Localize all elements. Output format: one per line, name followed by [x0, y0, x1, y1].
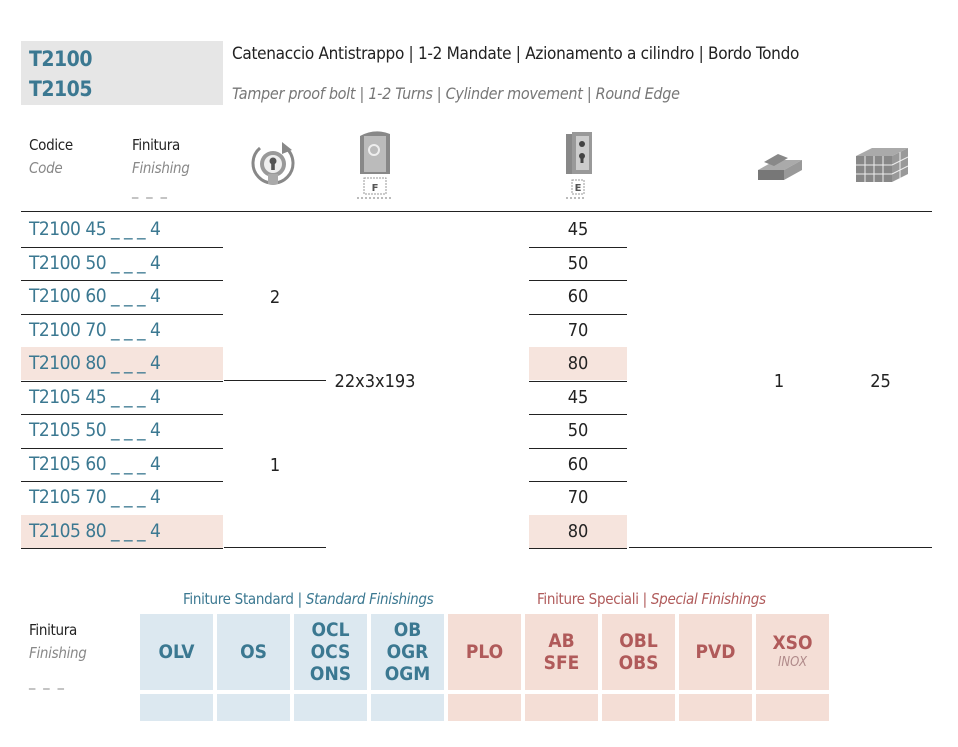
finishing-swatch-sample [756, 694, 829, 721]
e-label: E [575, 183, 582, 194]
table-row-code: T2105 60 _ _ _ 4 [29, 453, 161, 475]
standard-finishings-it: Finiture Standard [183, 590, 294, 608]
table-row-code: T2100 45 _ _ _ 4 [29, 218, 161, 240]
box-quantity-icon [856, 148, 909, 182]
table-row-e-value: 80 [529, 515, 627, 548]
row-rule-e [529, 414, 627, 415]
row-rule [21, 381, 223, 382]
table-row-code: T2105 70 _ _ _ 4 [29, 486, 161, 508]
finishing-swatch-sample [448, 694, 521, 721]
table-row-e-value: 80 [529, 347, 627, 380]
table-row-e-value: 45 [567, 219, 589, 240]
header-finish: Finitura [132, 136, 180, 154]
product-code-box: T2100 T2105 [21, 41, 223, 105]
turns-value-group2: 1 [269, 455, 281, 476]
package-icon [758, 154, 802, 180]
special-finishings-heading: Finiture Speciali | Special Finishings [537, 590, 766, 608]
faceplate-f-icon: F [357, 131, 393, 199]
title-italian: Catenaccio Antistrappo | 1-2 Mandate | A… [232, 44, 800, 64]
turns-divider [224, 380, 326, 381]
backset-e-icon: E [566, 132, 592, 199]
finishing-swatch-sample [525, 694, 598, 721]
box-qty-value: 25 [870, 371, 891, 392]
finishing-swatch-sample [679, 694, 752, 721]
special-finishings-en: Special Finishings [650, 590, 766, 608]
table-row-code: T2105 50 _ _ _ 4 [29, 419, 161, 441]
product-code-2: T2105 [29, 77, 92, 101]
finishing-swatch: XSO INOX [756, 614, 829, 690]
qty-bottom-rule [629, 547, 932, 548]
special-finishings-it: Finiture Speciali [537, 590, 639, 608]
title-english: Tamper proof bolt | 1-2 Turns | Cylinder… [232, 84, 680, 103]
row-rule-e [529, 280, 627, 281]
turns-value-group1: 2 [269, 287, 281, 308]
table-row-code: T2100 80 _ _ _ 4 [21, 347, 223, 380]
finishing-swatch: OS [217, 614, 290, 690]
finishing-swatch: OCL OCS ONS [294, 614, 367, 690]
table-row-e-value: 70 [567, 320, 589, 341]
standard-finishings-heading: Finiture Standard | Standard Finishings [183, 590, 434, 608]
faceplate-size-value: 22x3x193 [334, 371, 416, 392]
package-qty-value: 1 [773, 371, 785, 392]
row-rule-e [529, 548, 627, 549]
finishing-swatch-sample [371, 694, 444, 721]
row-rule [21, 280, 223, 281]
table-row-e-value: 60 [567, 454, 589, 475]
header-rule [21, 211, 932, 212]
header-code-en: Code [29, 159, 63, 177]
f-label: F [372, 183, 379, 194]
table-row-e-value: 50 [567, 420, 589, 441]
table-row-code: T2100 70 _ _ _ 4 [29, 319, 161, 341]
finishing-swatch: PVD [679, 614, 752, 690]
table-row-code: T2100 50 _ _ _ 4 [29, 252, 161, 274]
row-rule [21, 548, 223, 549]
header-code: Codice [29, 136, 73, 154]
finishing-swatch: OLV [140, 614, 213, 690]
cylinder-turns-icon [251, 142, 295, 185]
table-row-e-value: 60 [567, 286, 589, 307]
row-rule [21, 314, 223, 315]
finishing-dashes: _ _ _ [29, 674, 66, 690]
row-rule-e [529, 247, 627, 248]
finishing-swatch: OBL OBS [602, 614, 675, 690]
finishing-label-en: Finishing [29, 644, 87, 662]
table-row-code: T2105 80 _ _ _ 4 [21, 515, 223, 548]
finishing-swatch-sample [602, 694, 675, 721]
row-rule [21, 448, 223, 449]
finishing-swatch-sample [140, 694, 213, 721]
finishing-swatch: PLO [448, 614, 521, 690]
table-row-code: T2105 45 _ _ _ 4 [29, 386, 161, 408]
row-rule [21, 414, 223, 415]
turns-bottom-rule [224, 547, 326, 548]
table-row-e-value: 45 [567, 387, 589, 408]
table-row-e-value: 50 [567, 253, 589, 274]
finishing-swatch: AB SFE [525, 614, 598, 690]
finishing-swatch-sample [294, 694, 367, 721]
inox-label: INOX [777, 655, 808, 670]
table-row-e-value: 70 [567, 487, 589, 508]
row-rule-e [529, 481, 627, 482]
standard-finishings-en: Standard Finishings [305, 590, 434, 608]
row-rule [21, 481, 223, 482]
row-rule [21, 247, 223, 248]
row-rule-e [529, 381, 627, 382]
product-code-1: T2100 [29, 47, 92, 71]
header-finish-en: Finishing [132, 159, 190, 177]
header-finish-dashes: _ _ _ [132, 183, 169, 199]
finishing-label: Finitura [29, 621, 77, 639]
row-rule-e [529, 314, 627, 315]
table-row-code: T2100 60 _ _ _ 4 [29, 285, 161, 307]
row-rule-e [529, 448, 627, 449]
finishing-swatch: OB OGR OGM [371, 614, 444, 690]
finishing-swatch-sample [217, 694, 290, 721]
